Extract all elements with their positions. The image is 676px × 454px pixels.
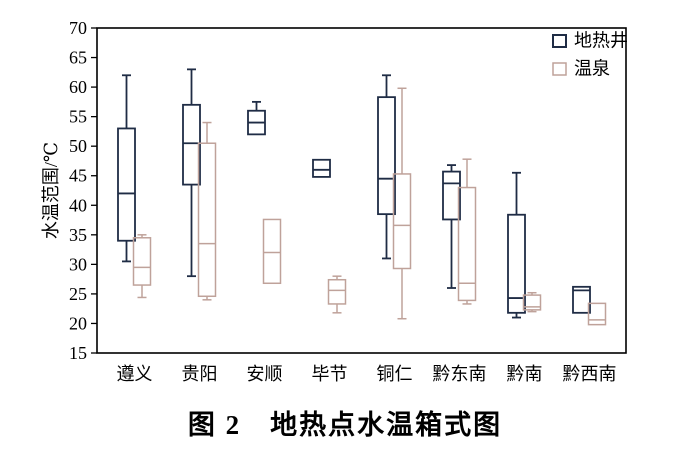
- x-tick-label: 毕节: [312, 364, 348, 384]
- box-body: [392, 173, 412, 270]
- boxplot-chart: 15 20 25 30 35 40 45 50 55 60 65 70 遵义 贵阳 安顺 毕节 铜仁 黔东南 黔南黔…: [41, 18, 628, 384]
- box-hot-spring-5: [457, 158, 477, 305]
- x-tick-label: 遵义: [117, 364, 153, 384]
- box-body: [262, 218, 282, 285]
- box-hot-spring-3: [327, 275, 347, 314]
- y-tick-label: 40: [69, 195, 87, 215]
- box-body: [182, 103, 201, 186]
- box-body: [587, 302, 607, 326]
- box-geothermal-well-6: [507, 171, 526, 319]
- box-body: [327, 278, 347, 305]
- y-tick-label: 45: [69, 166, 87, 186]
- box-hot-spring-4: [392, 87, 412, 320]
- legend-label-hot-spring: 温泉: [574, 59, 610, 79]
- legend-swatch-hot-spring: [552, 62, 567, 76]
- x-tick-label: 黔西南: [563, 364, 617, 384]
- box-hot-spring-0: [132, 234, 152, 299]
- box-hot-spring-1: [197, 121, 217, 301]
- box-geothermal-well-2: [247, 100, 266, 136]
- box-geothermal-well-0: [117, 74, 136, 263]
- box-hot-spring-7: [587, 302, 607, 326]
- y-tick-label: 50: [69, 136, 87, 156]
- box-body: [507, 213, 526, 314]
- box-body: [457, 186, 477, 302]
- box-geothermal-well-1: [182, 68, 201, 278]
- x-tick-label: 黔南: [507, 364, 543, 384]
- y-tick-label: 55: [69, 107, 87, 127]
- y-tick-label: 35: [69, 225, 87, 245]
- y-axis-title: 水温范围/℃: [41, 142, 61, 239]
- y-tick-label: 65: [69, 48, 87, 68]
- figure-caption: 图 2 地热点水温箱式图: [187, 410, 503, 440]
- x-tick-label: 贵阳: [182, 364, 218, 384]
- box-geothermal-well-7: [572, 285, 591, 314]
- box-body: [442, 170, 461, 221]
- box-body: [117, 127, 136, 242]
- x-tick-label: 安顺: [247, 364, 283, 384]
- box-geothermal-well-5: [442, 164, 461, 289]
- box-body: [132, 237, 152, 286]
- legend-label-geothermal-well: 地热井: [574, 31, 628, 51]
- box-body: [312, 158, 331, 178]
- box-geothermal-well-4: [377, 74, 396, 260]
- box-geothermal-well-3: [312, 158, 331, 178]
- y-tick-label: 25: [69, 284, 87, 304]
- plot-frame: [96, 27, 627, 354]
- box-body: [522, 294, 542, 311]
- y-tick-label: 15: [69, 343, 87, 363]
- x-tick-label: 黔东南: [433, 364, 487, 384]
- legend-swatch-geothermal-well: [552, 34, 567, 48]
- y-tick-label: 20: [69, 313, 87, 333]
- y-tick-label: 60: [69, 77, 87, 97]
- box-hot-spring-2: [262, 218, 282, 285]
- box-body: [572, 285, 591, 314]
- box-body: [377, 96, 396, 216]
- x-tick-label: 铜仁: [377, 364, 413, 384]
- y-tick-label: 30: [69, 254, 87, 274]
- box-hot-spring-6: [522, 291, 542, 313]
- y-tick-label: 70: [69, 18, 87, 38]
- box-body: [197, 142, 217, 298]
